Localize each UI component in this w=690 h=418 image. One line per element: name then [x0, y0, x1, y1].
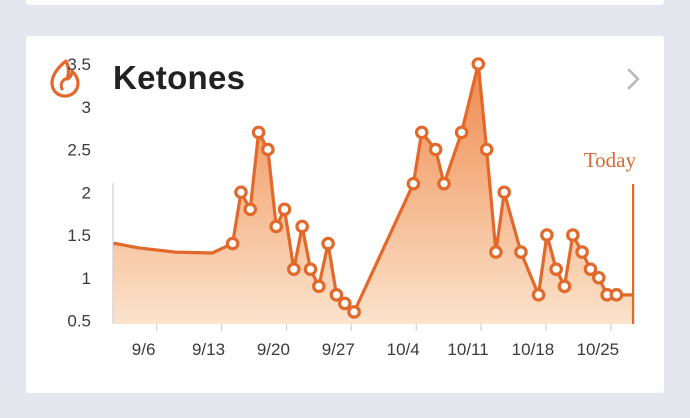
data-point [287, 262, 301, 276]
data-point [549, 262, 563, 276]
flame-icon [50, 59, 80, 98]
data-point [347, 305, 361, 319]
data-point [557, 279, 572, 294]
x-tick-label: 9/27 [322, 340, 355, 359]
data-point [479, 142, 494, 157]
data-point [312, 279, 326, 294]
data-point [489, 245, 503, 259]
data-point [338, 296, 352, 311]
ketones-card[interactable]: Ketones Today [26, 36, 664, 393]
data-point [261, 142, 275, 157]
x-tick-label: 10/25 [577, 340, 620, 359]
y-tick-label: 2.5 [67, 141, 91, 160]
x-tick-label: 10/11 [447, 340, 488, 359]
data-point [540, 228, 554, 242]
data-point [406, 176, 421, 191]
data-point [414, 125, 429, 140]
data-point [269, 219, 284, 234]
data-point [497, 185, 512, 200]
card-title: Ketones [113, 59, 246, 96]
x-tick-label: 10/18 [512, 340, 555, 359]
data-point [471, 57, 486, 71]
data-point [321, 236, 335, 251]
data-point [454, 125, 469, 140]
data-point [591, 270, 606, 285]
y-tick-label: 1.5 [67, 226, 91, 245]
data-point [575, 245, 589, 259]
chevron-right-icon[interactable] [625, 67, 643, 91]
data-point [329, 288, 344, 302]
data-point [514, 245, 528, 259]
data-point [251, 125, 266, 140]
area-fill [113, 64, 634, 324]
data-point [225, 236, 240, 251]
data-point [428, 142, 443, 157]
data-point [583, 262, 598, 276]
data-point [437, 176, 451, 191]
data-point [609, 288, 624, 302]
data-point [531, 288, 546, 302]
data-point [277, 202, 292, 217]
x-tick-label: 9/20 [257, 340, 290, 359]
data-point [303, 262, 318, 276]
y-tick-label: 3.5 [67, 55, 91, 74]
y-tick-label: 3 [82, 98, 91, 117]
y-tick-label: 0.5 [67, 312, 91, 331]
x-tick-label: 9/13 [192, 340, 225, 359]
y-tick-label: 1 [82, 269, 91, 288]
data-point [295, 219, 309, 234]
today-label: Today [583, 148, 636, 172]
data-point [234, 185, 248, 200]
x-tick-label: 9/6 [132, 340, 156, 359]
data-point [566, 228, 580, 242]
data-point [243, 202, 258, 217]
x-tick-label: 10/4 [387, 340, 420, 359]
previous-card-bottom [26, 0, 664, 5]
y-tick-label: 2 [82, 183, 91, 202]
